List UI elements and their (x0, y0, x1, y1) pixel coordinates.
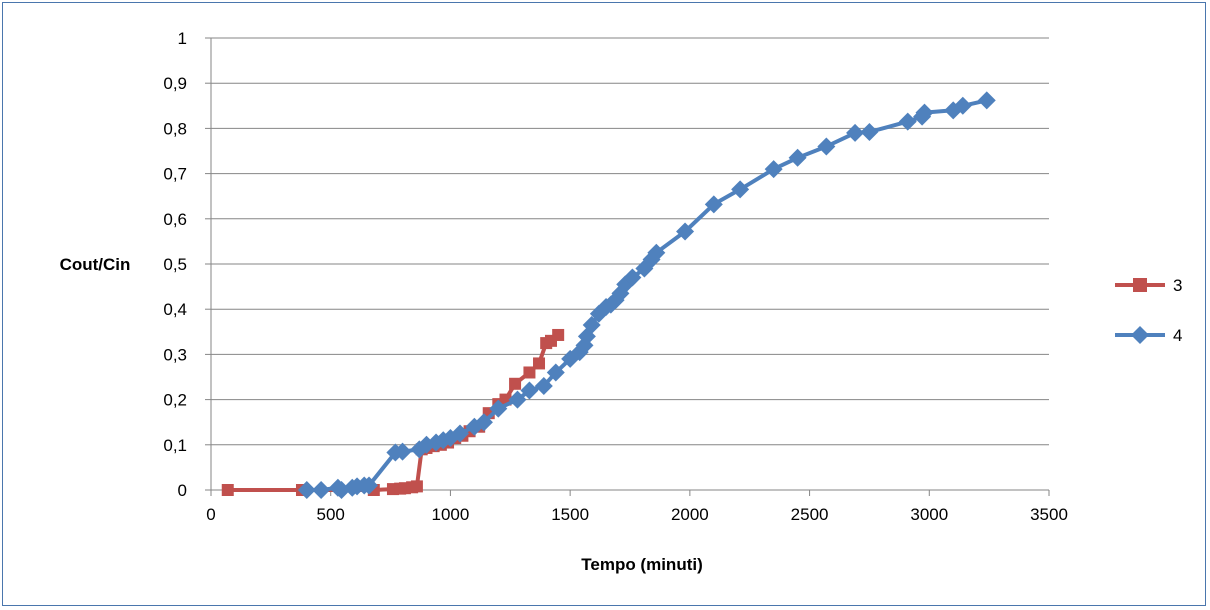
data-point-4 (788, 148, 807, 167)
data-point-4 (860, 123, 879, 142)
x-tick-label: 0 (206, 505, 215, 524)
data-point-4 (508, 390, 527, 409)
legend-item-series-4: 4 (1115, 326, 1182, 345)
data-point-4 (474, 413, 493, 432)
y-tick-label: 0,1 (163, 436, 187, 455)
legend-item-series-3: 3 (1115, 276, 1182, 295)
x-axis-title: Tempo (minuti) (581, 555, 703, 574)
data-point-4 (534, 377, 553, 396)
x-tick-label: 3000 (910, 505, 948, 524)
y-tick-label: 0,5 (163, 255, 187, 274)
data-point-4 (953, 96, 972, 115)
series-line-3 (227, 333, 560, 492)
legend-marker-series-4 (1131, 326, 1149, 344)
x-tick-label: 1500 (551, 505, 589, 524)
data-point-4 (489, 399, 508, 418)
legend-label-series-4: 4 (1173, 326, 1182, 345)
data-point-4 (915, 103, 934, 122)
data-point-4 (360, 476, 379, 495)
data-point-3 (509, 377, 522, 390)
data-point-4 (817, 137, 836, 156)
y-tick-label: 0,9 (163, 74, 187, 93)
x-tick-label: 2000 (671, 505, 709, 524)
data-point-4 (582, 316, 601, 335)
x-tick-label: 500 (317, 505, 345, 524)
data-point-4 (393, 442, 412, 461)
data-point-3 (221, 484, 234, 496)
y-tick-label: 0,6 (163, 210, 187, 229)
data-point-4 (642, 250, 661, 269)
data-point-4 (546, 363, 565, 382)
plot-area (221, 91, 996, 499)
data-point-3 (552, 328, 565, 341)
legend: 3 4 (1115, 276, 1182, 345)
x-tick-label: 2500 (791, 505, 829, 524)
data-point-4 (676, 222, 695, 241)
y-tick-label: 0,3 (163, 345, 187, 364)
x-tick-labels: 0 500 1000 1500 2000 2500 3000 3500 (206, 505, 1068, 524)
y-tick-label: 1 (178, 29, 187, 48)
data-point-3 (410, 480, 423, 493)
legend-marker-series-3 (1133, 278, 1147, 292)
data-point-4 (731, 180, 750, 199)
data-point-4 (898, 112, 917, 131)
legend-label-series-3: 3 (1173, 276, 1182, 295)
y-tick-labels: 0 0,1 0,2 0,3 0,4 0,5 0,6 0,7 0,8 0,9 1 (163, 29, 187, 500)
y-tick-label: 0,4 (163, 300, 187, 319)
x-tick-label: 3500 (1030, 505, 1068, 524)
y-tick-label: 0,8 (163, 119, 187, 138)
data-point-4 (520, 381, 539, 400)
data-point-4 (623, 268, 642, 287)
data-point-4 (846, 123, 865, 142)
data-point-4 (297, 481, 316, 499)
y-tick-label: 0,7 (163, 165, 187, 184)
data-point-4 (647, 243, 666, 262)
y-axis-title: Cout/Cin (60, 255, 131, 274)
data-point-3 (533, 357, 546, 370)
data-point-4 (977, 91, 996, 110)
gridlines (211, 37, 1049, 446)
series-4 (297, 91, 996, 499)
data-point-3 (523, 366, 536, 379)
series-line-4 (306, 98, 988, 492)
data-point-4 (704, 195, 723, 214)
data-point-4 (312, 481, 331, 499)
y-tick-label: 0,2 (163, 391, 187, 410)
data-point-4 (451, 424, 470, 443)
data-point-4 (764, 160, 783, 179)
x-tick-label: 1000 (432, 505, 470, 524)
y-tick-label: 0 (178, 481, 187, 500)
